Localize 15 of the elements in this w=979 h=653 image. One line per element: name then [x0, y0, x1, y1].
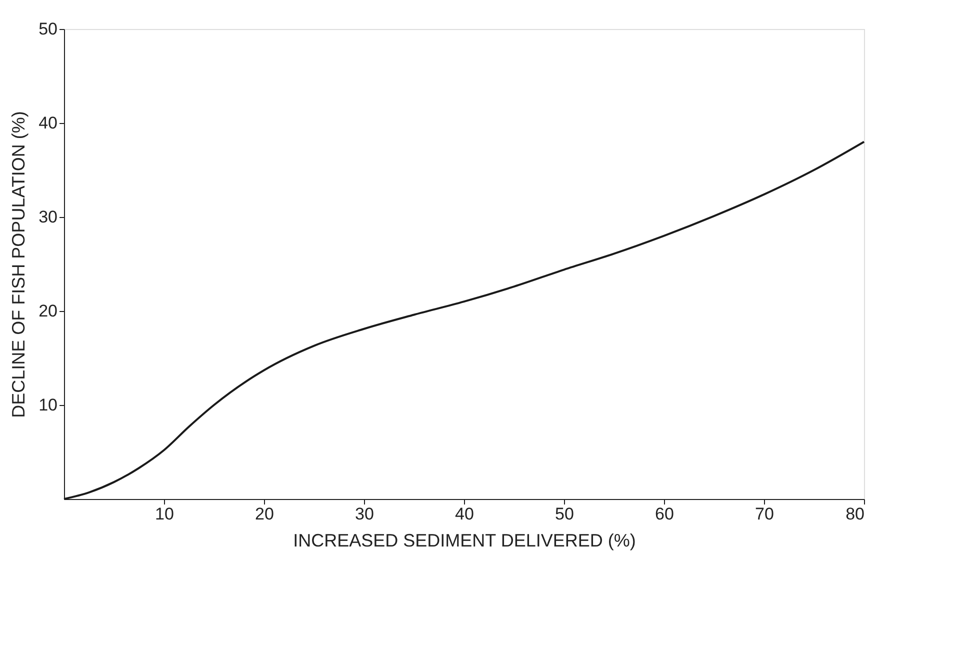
x-tick-label: 60 [655, 504, 674, 524]
y-tick-label: 40 [38, 114, 58, 132]
x-tick-label: 50 [555, 504, 574, 524]
x-tick-label: 10 [155, 504, 174, 524]
x-axis-title: INCREASED SEDIMENT DELIVERED (%) [293, 530, 636, 550]
y-tick-label: 50 [38, 20, 58, 38]
y-tick-label: 10 [38, 396, 58, 414]
x-tick-label: 20 [255, 504, 274, 524]
y-tick-label: 30 [38, 208, 58, 226]
x-tick-label: 70 [755, 504, 774, 524]
x-tick-label: 80 [846, 504, 864, 524]
x-tick-label: 30 [355, 504, 374, 524]
y-axis-title: DECLINE OF FISH POPULATION (%) [8, 111, 29, 418]
x-tick-label: 40 [455, 504, 474, 524]
y-tick-label: 20 [38, 302, 58, 320]
